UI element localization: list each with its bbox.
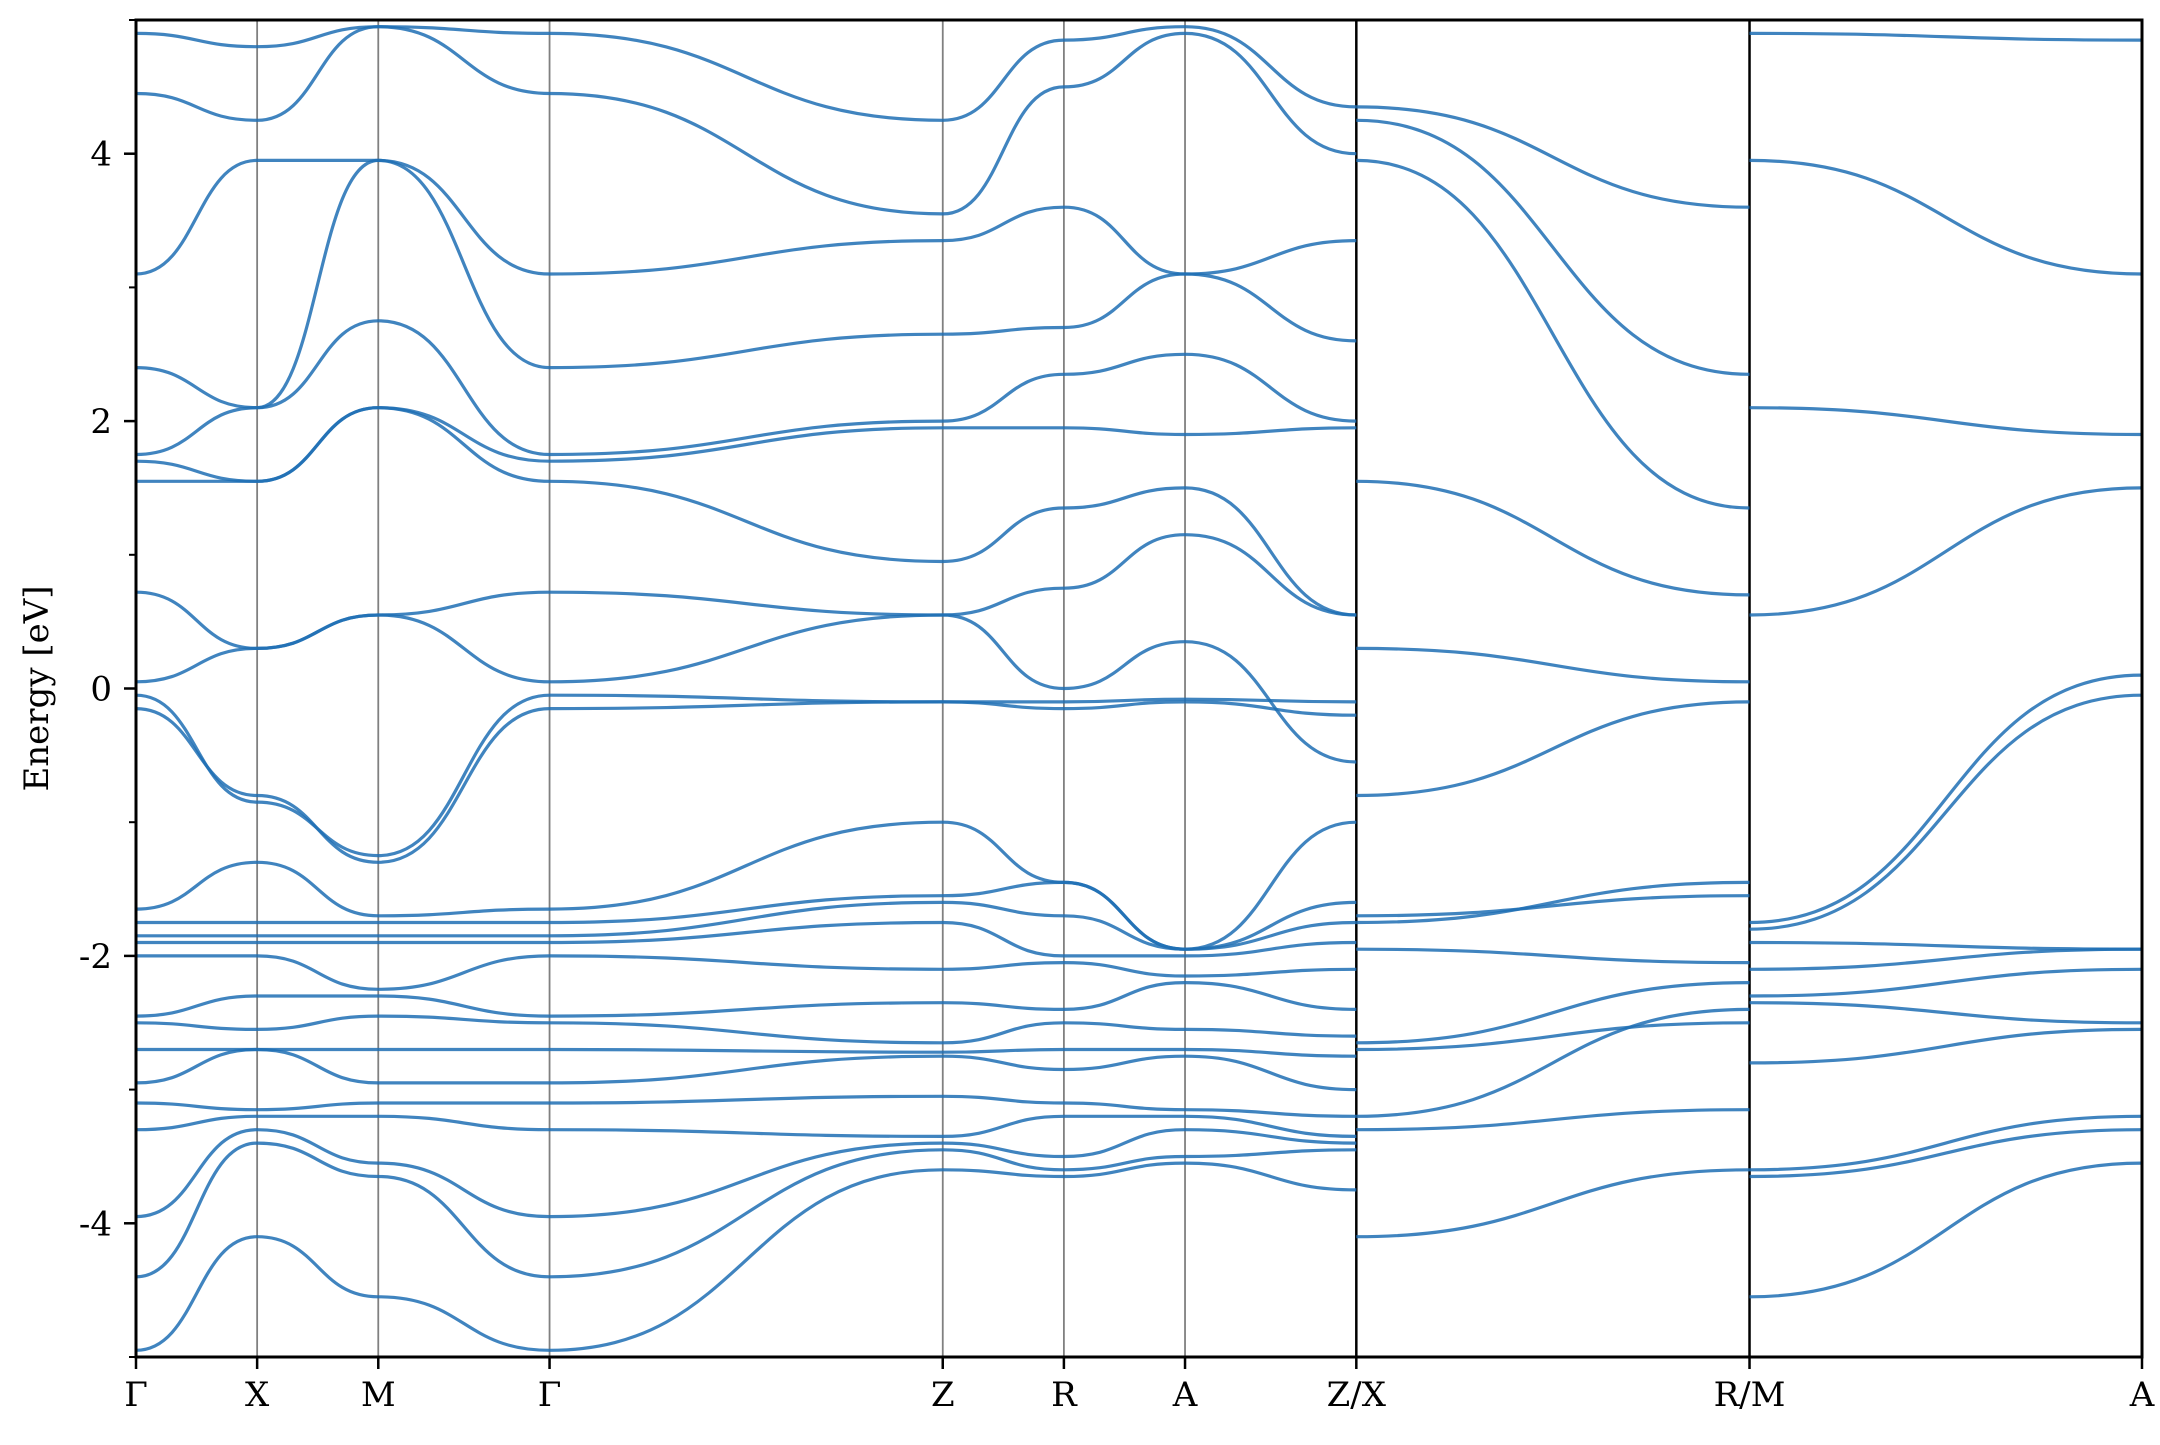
band-seg0-5 bbox=[136, 1047, 1357, 1092]
x-tick-label-5: R bbox=[1051, 1375, 1078, 1415]
y-tick-label-4: 4 bbox=[90, 135, 112, 175]
band-seg0-15 bbox=[136, 693, 1357, 858]
band-seg2-4 bbox=[1749, 1001, 2142, 1025]
band-seg1-12 bbox=[1356, 118, 1750, 376]
band-seg1-2 bbox=[1356, 1007, 1750, 1118]
plot-border bbox=[134, 18, 2144, 1359]
band-seg1-11 bbox=[1356, 158, 1750, 510]
band-seg0-21 bbox=[136, 158, 1357, 410]
x-tick-label-9: A bbox=[2129, 1375, 2155, 1415]
x-tick-label-7: Z/X bbox=[1327, 1375, 1387, 1415]
y-tick-label-1: -2 bbox=[79, 937, 112, 977]
band-seg1-3 bbox=[1356, 1021, 1750, 1052]
band-seg0-2 bbox=[136, 1128, 1357, 1219]
x-tick-label-1: X bbox=[245, 1375, 270, 1415]
band-seg2-2 bbox=[1749, 1114, 2142, 1172]
band-seg0-20 bbox=[136, 319, 1357, 457]
band-seg0-16 bbox=[136, 613, 1357, 764]
x-tick-label-3: Γ bbox=[538, 1375, 562, 1415]
band-seg1-13 bbox=[1356, 105, 1750, 209]
x-tick-label-4: Z bbox=[931, 1375, 955, 1415]
band-seg1-0 bbox=[1356, 1168, 1750, 1239]
plot-frame bbox=[134, 18, 2144, 1359]
band-seg1-6 bbox=[1356, 880, 1750, 925]
band-seg0-3 bbox=[136, 1114, 1357, 1138]
band-seg2-10 bbox=[1749, 486, 2142, 617]
band-seg1-5 bbox=[1356, 947, 1750, 965]
x-tick-label-6: A bbox=[1172, 1375, 1198, 1415]
band-seg0-12 bbox=[136, 880, 1357, 951]
x-axis-ticks: Γ X M Γ Z R A Z/X R/M A bbox=[124, 1357, 2155, 1415]
band-seg2-5 bbox=[1749, 967, 2142, 998]
x-tick-label-0: Γ bbox=[124, 1375, 148, 1415]
band-seg0-0 bbox=[136, 1161, 1357, 1352]
band-seg0-24 bbox=[136, 25, 1357, 122]
band-seg0-7 bbox=[136, 1014, 1357, 1045]
band-seg2-9 bbox=[1749, 673, 2142, 925]
band-seg1-1 bbox=[1356, 1108, 1750, 1132]
band-seg0-17 bbox=[136, 533, 1357, 650]
band-seg0-13 bbox=[136, 820, 1357, 951]
band-seg2-7 bbox=[1749, 940, 2142, 951]
band-seg0-1 bbox=[136, 1141, 1357, 1279]
y-tick-label-0: -4 bbox=[79, 1204, 112, 1244]
band-seg2-13 bbox=[1749, 31, 2142, 42]
x-tick-label-8: R/M bbox=[1714, 1375, 1786, 1415]
band-seg2-6 bbox=[1749, 947, 2142, 971]
band-seg0-19 bbox=[136, 406, 1357, 483]
band-seg1-9 bbox=[1356, 646, 1750, 684]
high-symmetry-lines bbox=[256, 20, 1751, 1357]
band-seg0-4 bbox=[136, 1094, 1357, 1118]
band-seg2-1 bbox=[1749, 1128, 2142, 1179]
y-axis-ticks: -4 -2 0 2 4 bbox=[79, 19, 136, 1358]
band-seg2-12 bbox=[1749, 158, 2142, 276]
band-seg0-9 bbox=[136, 954, 1357, 991]
band-seg1-8 bbox=[1356, 700, 1750, 798]
band-seg2-8 bbox=[1749, 693, 2142, 931]
band-seg0-10 bbox=[136, 920, 1357, 958]
band-seg2-11 bbox=[1749, 406, 2142, 437]
band-seg1-10 bbox=[1356, 479, 1750, 597]
band-seg2-0 bbox=[1749, 1161, 2142, 1299]
band-seg0-23 bbox=[136, 25, 1357, 216]
y-tick-label-2: 0 bbox=[90, 670, 112, 710]
band-seg2-3 bbox=[1749, 1027, 2142, 1065]
band-seg0-8 bbox=[136, 981, 1357, 1018]
y-tick-label-3: 2 bbox=[90, 402, 112, 442]
band-seg0-14 bbox=[136, 700, 1357, 864]
x-tick-label-2: M bbox=[361, 1375, 396, 1415]
y-axis-label: Energy [eV] bbox=[17, 585, 57, 791]
band-seg0-6 bbox=[136, 1047, 1357, 1058]
band-seg0-22 bbox=[136, 158, 1357, 276]
band-seg1-7 bbox=[1356, 894, 1750, 918]
band-lines bbox=[136, 25, 2142, 1352]
band-seg1-4 bbox=[1356, 981, 1750, 1045]
